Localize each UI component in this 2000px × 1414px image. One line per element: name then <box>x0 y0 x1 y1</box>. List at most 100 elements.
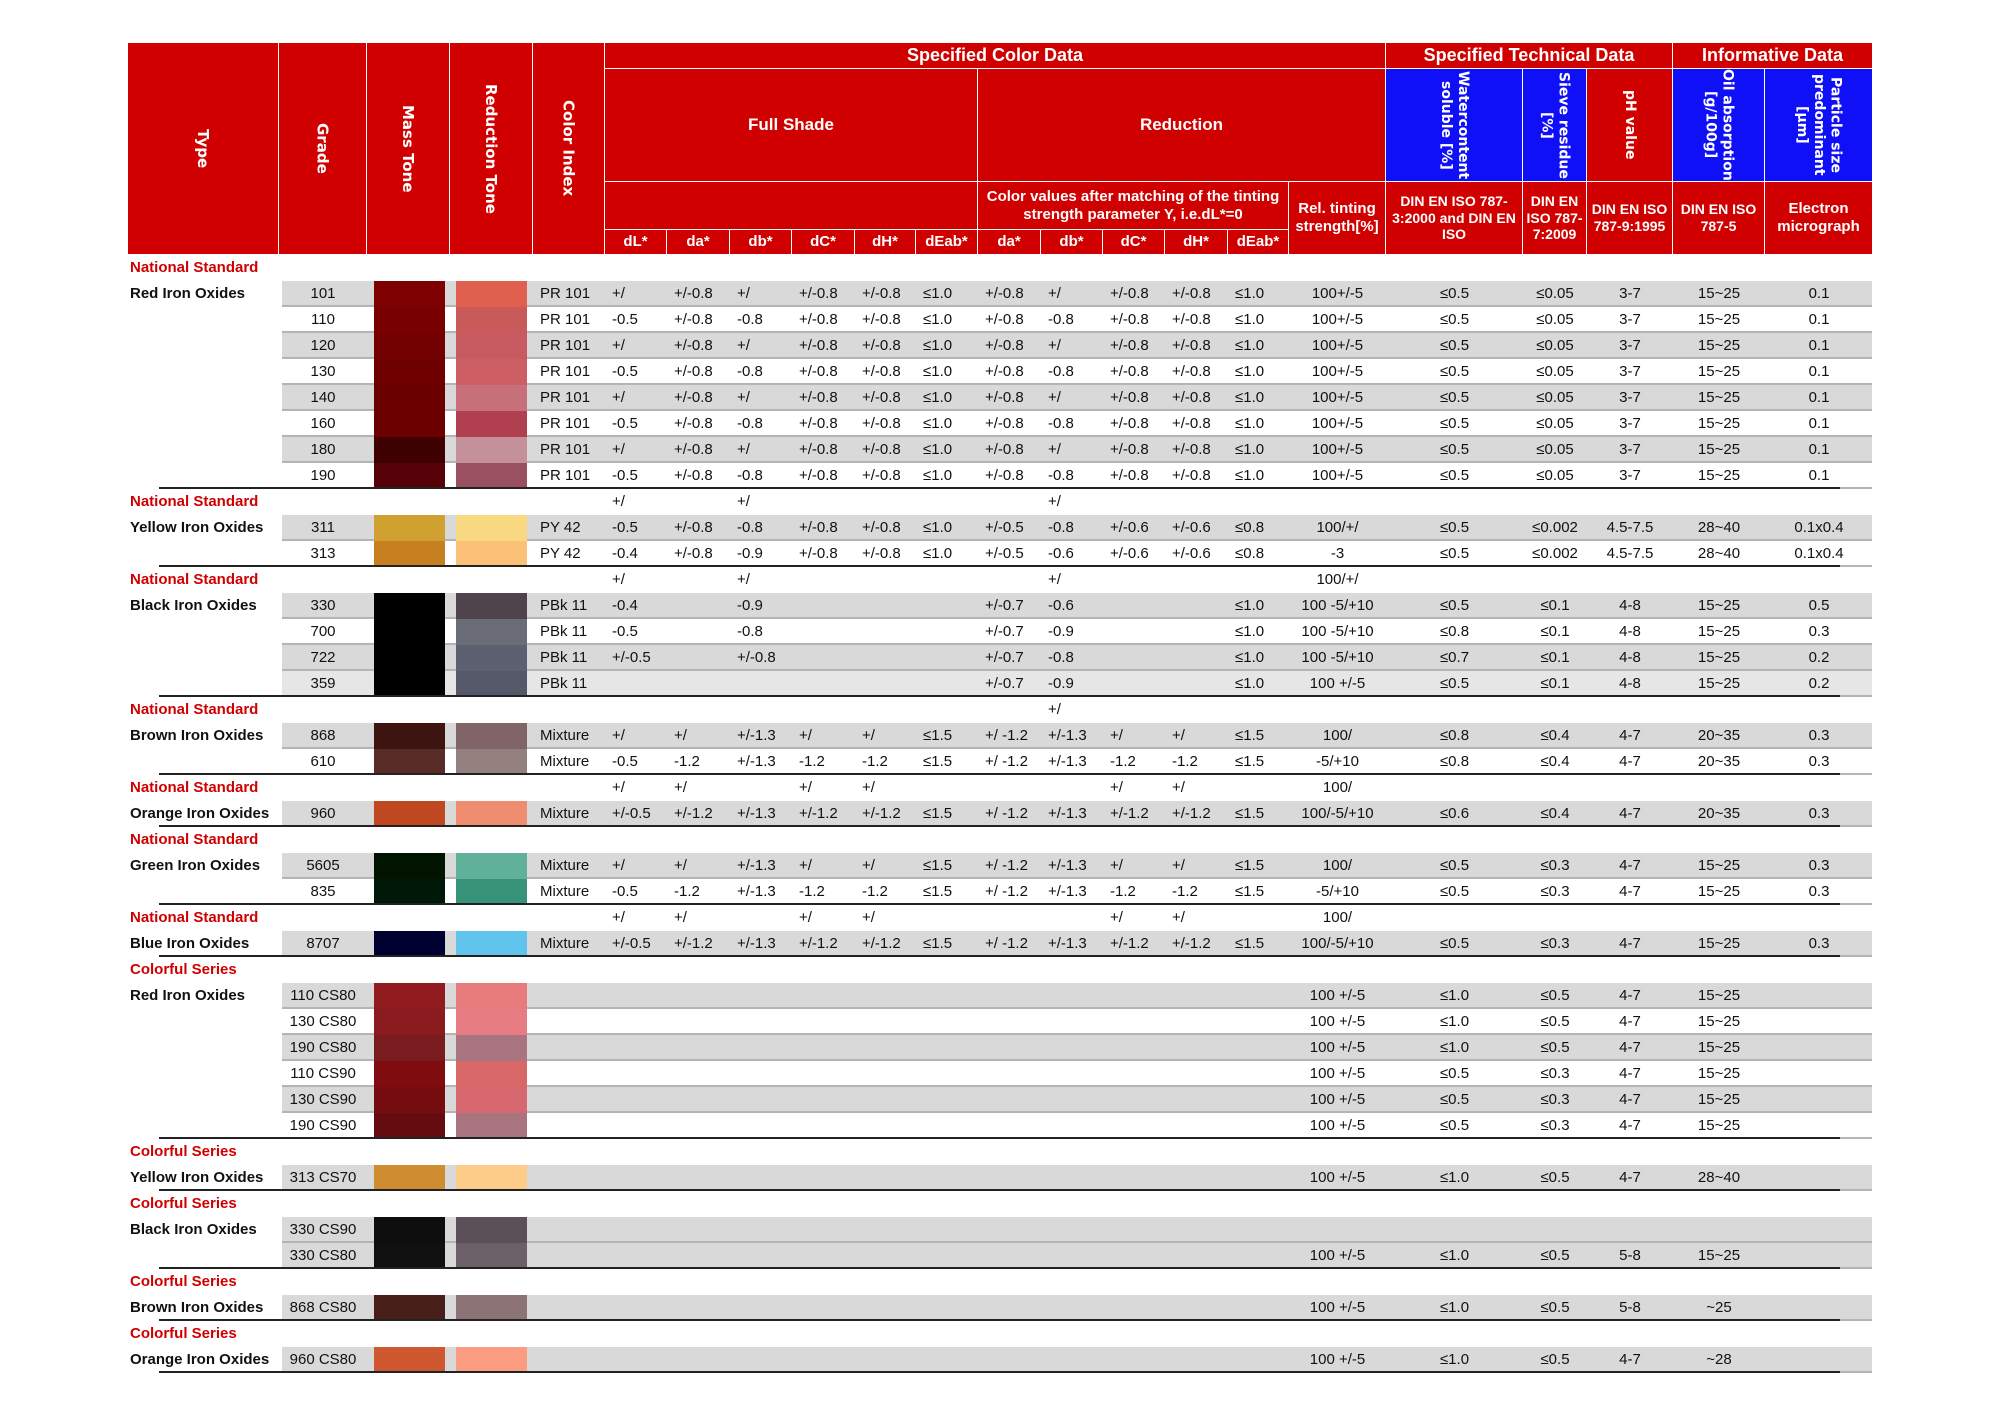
reduction-tone-swatch <box>456 1035 527 1061</box>
table-row[interactable] <box>282 619 1872 645</box>
reduction-dH*: -1.2 <box>1172 883 1198 900</box>
full-shade-da*: +/-0.8 <box>674 519 713 536</box>
table-row[interactable] <box>282 1009 1872 1035</box>
sieve-residue: ≤0.3 <box>1540 1117 1570 1134</box>
header-grade: Grade <box>279 43 367 255</box>
full-shade-dL*: +/-0.5 <box>612 805 651 822</box>
table-row[interactable] <box>282 333 1872 359</box>
water-content: ≤0.5 <box>1439 519 1470 536</box>
table-row[interactable] <box>282 801 1872 827</box>
grade: 130 CS80 <box>289 1013 357 1030</box>
full-shade-dC*: -1.2 <box>799 883 825 900</box>
table-row[interactable] <box>282 983 1872 1009</box>
grade: 190 CS80 <box>289 1039 357 1056</box>
table-row[interactable] <box>282 1217 1872 1243</box>
overflow-fragment: +/ <box>1048 493 1061 510</box>
type-name: Brown Iron Oxides <box>130 727 264 744</box>
full-shade-da*: -1.2 <box>674 883 700 900</box>
sieve-residue: ≤0.05 <box>1536 415 1574 432</box>
grade: 960 CS80 <box>289 1351 357 1368</box>
grade: 700 <box>310 623 336 640</box>
reduction-dC*: +/-0.6 <box>1110 545 1149 562</box>
rel-tinting-strength: 100+/-5 <box>1311 467 1364 484</box>
full-shade-dH*: +/-0.8 <box>862 389 901 406</box>
table-row[interactable] <box>282 437 1872 463</box>
table-row[interactable] <box>282 1087 1872 1113</box>
rel-tinting-strength: 100+/-5 <box>1311 363 1364 380</box>
oil-absorption: 15~25 <box>1697 389 1741 406</box>
group-divider <box>159 1189 1840 1191</box>
table-row[interactable] <box>282 645 1872 671</box>
sieve-residue: ≤0.002 <box>1532 545 1578 562</box>
reduction-da*: +/ -1.2 <box>985 883 1028 900</box>
reduction-tone-swatch <box>456 307 527 333</box>
reduction-db*: -0.6 <box>1048 545 1074 562</box>
full-shade-dL*: +/ <box>612 285 625 302</box>
sieve-residue: ≤0.05 <box>1536 363 1574 380</box>
header-sieve-std: DIN EN ISO 787-7:2009 <box>1523 182 1587 255</box>
full-shade-dC*: +/-1.2 <box>799 805 838 822</box>
header-fs-0: dL* <box>605 230 667 255</box>
full-shade-da*: +/ <box>674 727 687 744</box>
table-row[interactable] <box>282 411 1872 437</box>
ph-value: 4-7 <box>1619 1065 1641 1082</box>
ph-value: 4-7 <box>1619 883 1641 900</box>
header-particle-label: Particle size predominant [μm] <box>1794 74 1844 176</box>
mass-tone-swatch <box>374 1347 445 1373</box>
water-content: ≤0.5 <box>1439 415 1470 432</box>
header-reduction: Reduction <box>978 69 1386 182</box>
rel-tinting-strength: 100 +/-5 <box>1309 1091 1366 1108</box>
table-row[interactable] <box>282 1035 1872 1061</box>
table-row[interactable] <box>282 385 1872 411</box>
mass-tone-swatch <box>374 307 445 333</box>
overflow-fragment: +/ <box>1172 909 1185 926</box>
particle-size: 0.2 <box>1808 649 1830 666</box>
group-divider <box>159 825 1840 827</box>
particle-size: 0.1 <box>1808 311 1830 328</box>
rel-tinting-strength: 100 +/-5 <box>1309 1065 1366 1082</box>
table-row[interactable] <box>282 515 1872 541</box>
full-shade-db*: +/ <box>737 441 750 458</box>
header-fs-1: da* <box>667 230 730 255</box>
sieve-residue: ≤0.05 <box>1536 285 1574 302</box>
table-row[interactable] <box>282 307 1872 333</box>
reduction-db*: +/ <box>1048 285 1061 302</box>
table-row[interactable] <box>282 853 1872 879</box>
water-content: ≤1.0 <box>1439 1247 1470 1264</box>
full-shade-dL*: -0.5 <box>612 311 638 328</box>
full-shade-dC*: +/-0.8 <box>799 285 838 302</box>
sieve-residue: ≤0.4 <box>1540 727 1570 744</box>
oil-absorption: 15~25 <box>1697 1247 1741 1264</box>
particle-size: 0.5 <box>1808 597 1830 614</box>
water-content: ≤1.0 <box>1439 1013 1470 1030</box>
rel-tinting-strength: 100/ <box>1322 727 1353 744</box>
table-row[interactable] <box>282 359 1872 385</box>
reduction-dH*: +/-0.8 <box>1172 337 1211 354</box>
overflow-fragment: +/ <box>799 909 812 926</box>
full-shade-da*: +/-0.8 <box>674 467 713 484</box>
full-shade-dEab*: ≤1.5 <box>923 727 953 744</box>
table-row[interactable] <box>282 931 1872 957</box>
table-row[interactable] <box>282 1061 1872 1087</box>
grade: 110 CS80 <box>290 987 356 1004</box>
rel-tinting-strength: 100 -5/+10 <box>1301 623 1374 640</box>
overflow-fragment: +/ <box>1172 779 1185 796</box>
reduction-dEab*: ≤1.5 <box>1235 857 1265 874</box>
full-shade-da*: +/-0.8 <box>674 363 713 380</box>
table-row[interactable] <box>282 723 1872 749</box>
reduction-dEab*: ≤1.0 <box>1235 285 1265 302</box>
reduction-dC*: +/ <box>1110 727 1123 744</box>
full-shade-dH*: +/-1.2 <box>862 935 901 952</box>
rel-tinting-strength: -3 <box>1330 545 1345 562</box>
ph-value: 3-7 <box>1619 363 1641 380</box>
reduction-da*: +/ -1.2 <box>985 935 1028 952</box>
grade: 101 <box>310 285 336 302</box>
grade: 313 <box>310 545 336 562</box>
reduction-da*: +/-0.5 <box>985 519 1024 536</box>
reduction-tone-swatch <box>456 385 527 411</box>
table-row[interactable] <box>282 593 1872 619</box>
overflow-fragment: +/ <box>1110 909 1123 926</box>
sieve-residue: ≤0.3 <box>1540 1065 1570 1082</box>
table-row[interactable] <box>282 281 1872 307</box>
type-name: Black Iron Oxides <box>130 597 257 614</box>
